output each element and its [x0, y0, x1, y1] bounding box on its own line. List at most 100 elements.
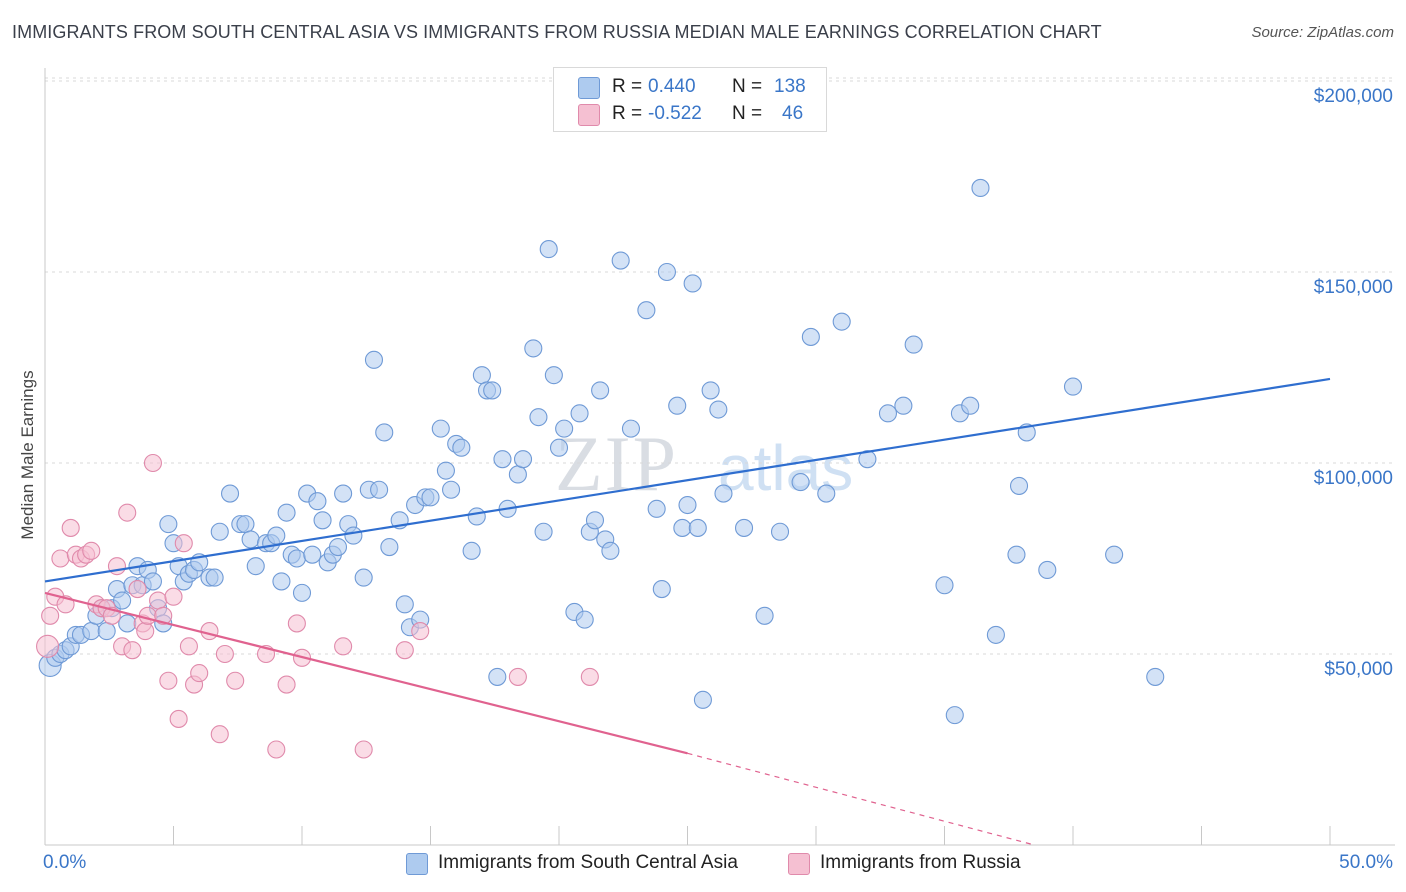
south-central-asia-point: [601, 541, 620, 560]
south-central-asia-point: [755, 606, 774, 625]
south-central-asia-point: [472, 366, 491, 385]
russia-point: [164, 587, 183, 606]
russia-point: [128, 580, 147, 599]
south-central-asia-point: [961, 396, 980, 415]
south-central-asia-point: [1038, 560, 1057, 580]
south-central-asia-point: [205, 568, 224, 587]
south-central-asia-point: [585, 511, 605, 530]
south-central-asia-point: [513, 450, 533, 469]
y-tick-label-200000: $200,000: [1313, 86, 1393, 107]
south-central-asia-point: [380, 537, 399, 557]
south-central-asia-point: [493, 450, 512, 469]
south-central-asia-point: [534, 522, 553, 541]
russia-point: [200, 622, 219, 641]
south-central-asia-point: [701, 381, 720, 400]
south-central-asia-point: [591, 381, 610, 400]
legend-n-value: 46: [782, 103, 804, 124]
south-central-asia-point: [683, 274, 702, 293]
trendline-south-central-asia: [44, 377, 1331, 583]
russia-point: [154, 606, 173, 625]
south-central-asia-point: [395, 595, 414, 614]
south-central-asia-point: [734, 518, 754, 537]
russia-point: [395, 641, 414, 660]
south-central-asia-point: [621, 419, 641, 438]
y-tick-label-50000: $50,000: [1324, 659, 1393, 680]
south-central-asia-point: [292, 583, 312, 602]
russia-point: [287, 614, 306, 633]
russia-point: [334, 637, 353, 656]
south-central-asia-point: [220, 484, 240, 503]
south-central-asia-point: [442, 480, 461, 499]
south-central-asia-point: [570, 404, 589, 423]
south-central-asia-point: [544, 366, 563, 385]
south-central-asia-point: [328, 537, 348, 557]
south-central-asia-point: [210, 522, 229, 541]
south-central-asia-point: [452, 438, 471, 457]
legend-n-label: N =: [732, 76, 763, 97]
south-central-asia-point: [832, 312, 851, 331]
south-central-asia-point: [483, 381, 502, 400]
russia-point: [36, 634, 60, 658]
chart-title: IMMIGRANTS FROM SOUTH CENTRAL ASIA VS IM…: [12, 22, 1102, 42]
south-central-asia-point: [118, 614, 137, 633]
south-central-asia-point: [462, 541, 481, 560]
south-central-asia-point: [308, 492, 327, 511]
south-central-asia-point: [539, 240, 558, 259]
y-tick-label-150000: $150,000: [1313, 277, 1393, 298]
south-central-asia-point: [488, 667, 507, 686]
legend-r-label: R =: [612, 103, 643, 124]
legend-swatch-blue: [578, 77, 600, 99]
south-central-asia-point: [668, 396, 687, 415]
south-central-asia-point: [241, 530, 260, 549]
south-central-asia-point: [364, 350, 384, 369]
south-central-asia-point: [1009, 476, 1029, 495]
south-central-asia-point: [236, 515, 255, 534]
south-central-asia-point: [709, 400, 728, 419]
russia-point: [174, 534, 193, 553]
russia-point: [123, 641, 142, 660]
source-label: Source: ZipAtlas.com: [1251, 24, 1394, 41]
south-central-asia-point: [354, 568, 373, 587]
russia-point: [82, 541, 101, 560]
south-central-asia-point: [143, 572, 162, 591]
south-central-asia-point: [657, 262, 676, 282]
south-central-asia-point: [1007, 545, 1026, 564]
russia-point: [411, 622, 430, 641]
bottom-legend-label: Immigrants from Russia: [820, 852, 1021, 873]
south-central-asia-point: [688, 518, 707, 537]
south-central-asia-point: [82, 622, 101, 641]
south-central-asia-point: [246, 557, 265, 576]
russia-point: [149, 591, 168, 610]
russia-point: [210, 725, 229, 744]
russia-point: [215, 644, 234, 664]
south-central-asia-point: [303, 545, 322, 564]
south-central-asia-point: [637, 301, 656, 320]
south-central-asia-point: [1063, 377, 1083, 396]
south-central-asia-point: [524, 339, 543, 358]
russia-point: [169, 709, 188, 728]
south-central-asia-point: [935, 576, 954, 595]
russia-point: [118, 503, 137, 522]
russia-point: [136, 622, 155, 641]
south-central-asia-point: [894, 396, 913, 415]
south-central-asia-point: [277, 503, 296, 522]
russia-point: [51, 549, 70, 568]
stats-legend: R = 0.440 N = 138 R = -0.522 N = 46: [553, 67, 827, 132]
south-central-asia-point: [904, 335, 923, 354]
russia-point: [226, 671, 245, 690]
south-central-asia-point: [529, 408, 548, 427]
south-central-asia-point: [647, 499, 666, 518]
south-central-asia-point: [272, 572, 291, 591]
y-axis-label: Median Male Earnings: [18, 370, 37, 540]
south-central-asia-point: [313, 511, 332, 530]
trendline-russia: [44, 591, 688, 755]
legend-r-value: -0.522: [648, 103, 702, 124]
x-tick-label-min: 0.0%: [43, 852, 87, 873]
south-central-asia-point: [370, 480, 389, 499]
russia-point: [580, 667, 599, 686]
south-central-asia-point: [97, 622, 116, 641]
south-central-asia-point: [693, 690, 712, 709]
south-central-asia-point: [375, 423, 394, 442]
russia-point: [143, 453, 162, 473]
russia-point: [41, 606, 60, 625]
